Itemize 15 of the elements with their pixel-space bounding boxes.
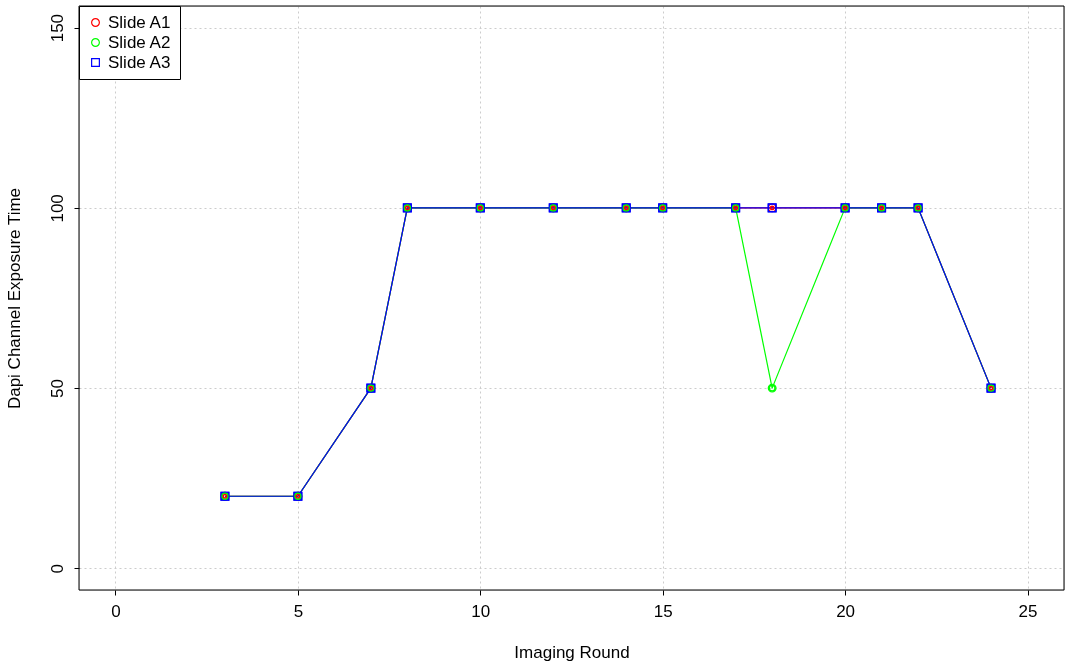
y-axis-title: Dapi Channel Exposure Time: [4, 187, 24, 410]
legend-label: Slide A1: [108, 12, 171, 32]
x-tick-label: 0: [111, 601, 121, 621]
x-tick-label: 10: [471, 601, 491, 621]
x-tick-label: 25: [1018, 601, 1038, 621]
legend-label: Slide A3: [108, 52, 171, 72]
y-tick-label: 50: [47, 379, 67, 399]
x-tick-label: 5: [293, 601, 304, 621]
y-tick-label: 150: [47, 13, 67, 43]
x-axis-title: Imaging Round: [514, 642, 630, 662]
x-tick-label: 15: [653, 601, 673, 621]
y-tick-label: 0: [47, 564, 67, 574]
y-tick-label: 100: [47, 194, 67, 223]
x-tick-label: 20: [836, 601, 856, 621]
legend-label: Slide A2: [108, 32, 171, 52]
